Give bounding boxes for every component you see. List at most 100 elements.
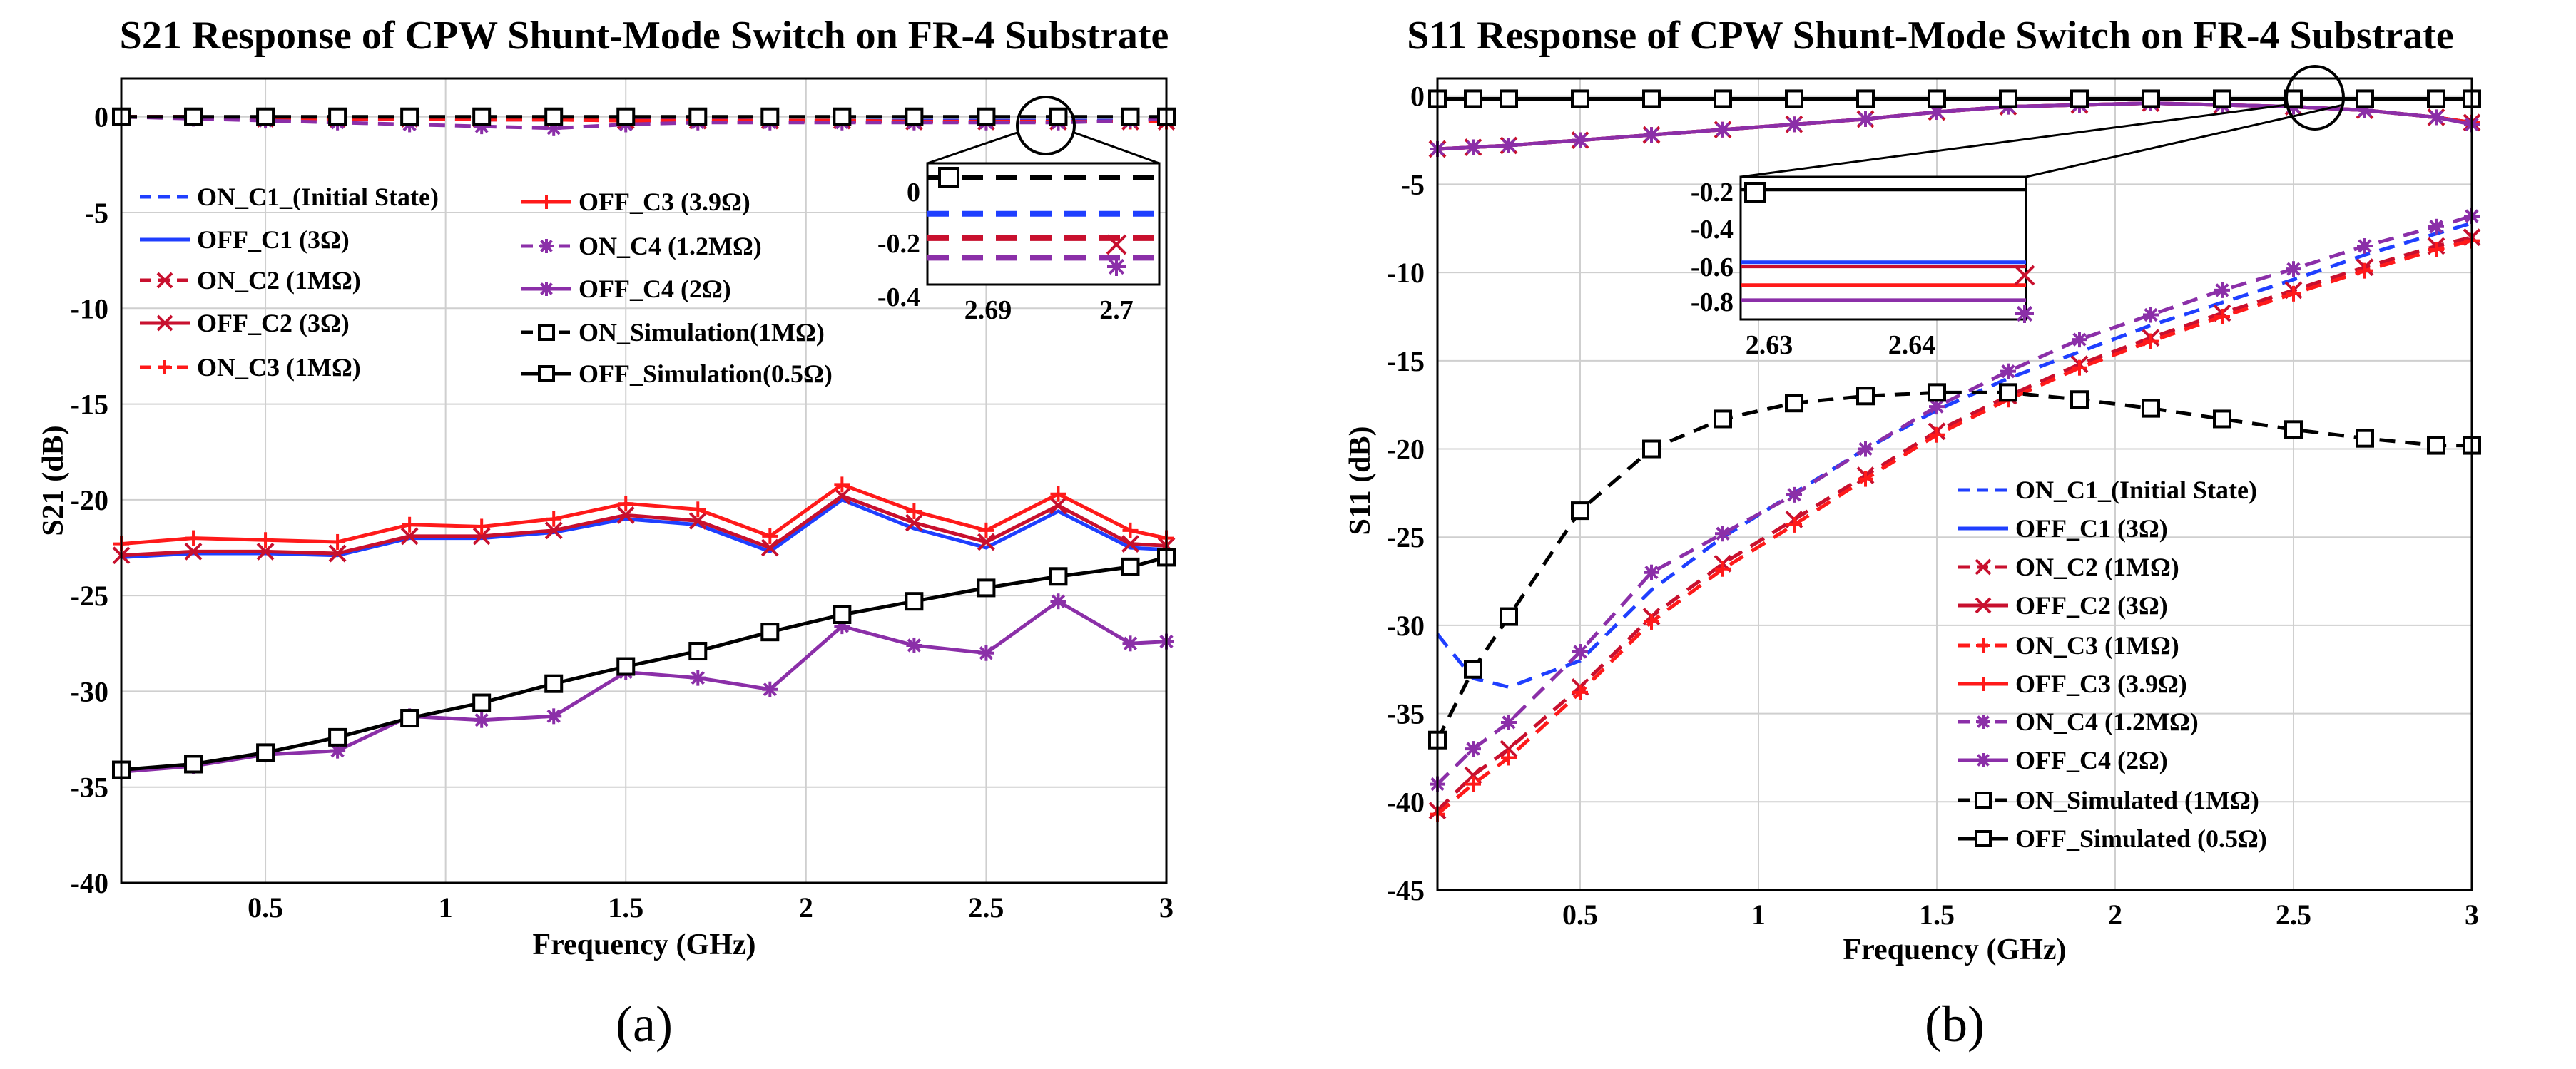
data-point [2357, 262, 2373, 279]
legend-label: OFF_C1 (3Ω) [197, 225, 350, 254]
legend-label: OFF_C2 (3Ω) [2015, 591, 2168, 620]
legend-entry: OFF_C2 (3Ω) [1958, 591, 2168, 620]
legend-entry: OFF_C1 (3Ω) [1958, 514, 2168, 543]
x-tick-label: 1.5 [608, 891, 643, 924]
x-tick-label: 1.5 [1919, 899, 1955, 931]
legend-label: ON_C1_(Initial State) [197, 183, 439, 211]
data-point [2427, 436, 2445, 455]
data-point [1050, 486, 1066, 502]
data-point [618, 496, 634, 512]
legend-label: ON_Simulation(1MΩ) [579, 318, 825, 347]
panel-b-s11: S11 Response of CPW Shunt-Mode Switch on… [1344, 14, 2481, 1053]
legend-marker [1976, 677, 1990, 691]
y-tick-label: -20 [71, 484, 108, 516]
data-point [1500, 89, 1518, 108]
panel-b-plot-frame [1436, 77, 2473, 891]
legend-entry: OFF_C4 (2Ω) [1958, 746, 2168, 774]
legend-marker [1976, 715, 1990, 729]
data-point [978, 645, 994, 661]
panel-a-legend: ON_C1_(Initial State) OFF_C1 (3Ω) ON_C2 (1… [140, 183, 833, 388]
inset-y-tick: -0.2 [1691, 178, 1734, 208]
panel-b-title: S11 Response of CPW Shunt-Mode Switch on… [1407, 14, 2454, 58]
zoom-circle [1016, 96, 1076, 155]
legend-label: ON_C2 (1MΩ) [2015, 553, 2179, 581]
data-point [544, 674, 564, 693]
series-4 [112, 487, 1176, 565]
y-tick-label: -30 [1387, 610, 1425, 642]
data-point [2070, 390, 2089, 409]
legend-label: OFF_C3 (3.9Ω) [579, 188, 750, 216]
data-point [905, 513, 923, 532]
data-point [1644, 564, 1659, 580]
x-tick-label: 0.5 [1562, 899, 1598, 931]
panel-b-caption: (b) [1925, 996, 1985, 1053]
y-tick-label: -40 [1387, 786, 1425, 818]
data-point [688, 511, 707, 530]
data-point [2072, 359, 2087, 376]
legend-label: ON_C3 (1MΩ) [2015, 631, 2179, 660]
series-line [121, 115, 1167, 131]
x-tick-label: 2 [799, 891, 813, 924]
panel-b-ylabel: S11 (dB) [1344, 426, 1377, 536]
panel-a-ylabel: S21 (dB) [37, 425, 70, 536]
data-point [1642, 89, 1661, 108]
data-point [544, 521, 563, 540]
panel-a-ticks: 0.5 1 1.5 2 2.5 3 0 -5 -10 -15 -20 -25 -30 -35 -40 [71, 101, 1174, 924]
data-point [1785, 394, 1803, 413]
x-tick-label: 2.5 [2276, 899, 2311, 931]
inset-marker [2015, 305, 2034, 323]
data-point [2428, 241, 2444, 257]
data-point [1465, 139, 1481, 155]
legend-marker [1975, 558, 1992, 576]
data-point [256, 107, 275, 126]
data-point [2356, 429, 2374, 448]
inset-marker [1744, 182, 1766, 203]
data-point [1571, 89, 1589, 108]
series-9 [1428, 383, 2481, 750]
data-point [474, 518, 490, 535]
inset-x-tick: 2.69 [964, 295, 1012, 325]
inset-y-tick: -0.4 [1691, 215, 1734, 245]
data-point [1644, 613, 1659, 630]
legend-label: OFF_C1 (3Ω) [2015, 514, 2168, 543]
legend-label: OFF_Simulation(0.5Ω) [579, 359, 833, 388]
series-line [121, 599, 1167, 774]
panel-a-plot-frame [120, 77, 1168, 884]
data-point [1714, 89, 1732, 108]
legend-marker [538, 324, 555, 341]
legend-label: OFF_Simulated (0.5Ω) [2015, 824, 2267, 853]
legend-entry: ON_C2 (1MΩ) [140, 266, 361, 295]
zoom-circle [2285, 65, 2345, 131]
series-line [121, 498, 1167, 559]
legend-marker [1975, 597, 1992, 614]
data-point [1122, 635, 1139, 652]
data-point [2213, 89, 2231, 108]
legend-label: OFF_C2 (3Ω) [197, 309, 350, 337]
data-point [1572, 684, 1588, 700]
data-point [472, 693, 492, 712]
data-point [1929, 426, 1945, 443]
data-point [2428, 109, 2444, 126]
data-point [402, 516, 418, 533]
data-point [1501, 714, 1517, 730]
legend-label: OFF_C4 (2Ω) [2015, 746, 2168, 774]
series-7 [1430, 208, 2480, 792]
panel-b-series [1428, 89, 2481, 822]
panel-b-inset: -0.2 -0.4 -0.6 -0.8 2.63 2.64 [1691, 65, 2345, 360]
legend-marker [156, 272, 173, 289]
panel-a-title: S21 Response of CPW Shunt-Mode Switch on… [120, 14, 1169, 58]
data-point [1121, 535, 1139, 553]
data-point [1049, 567, 1068, 586]
data-point [906, 503, 922, 519]
data-point [833, 487, 851, 505]
data-point [2142, 399, 2160, 418]
data-point [906, 637, 922, 653]
legend-entry: ON_Simulated (1MΩ) [1958, 786, 2259, 814]
y-tick-label: -25 [1387, 521, 1425, 553]
data-point [2356, 89, 2374, 108]
data-point [1715, 121, 1731, 138]
data-point [978, 522, 994, 538]
series-line [1435, 390, 2472, 741]
y-tick-label: -5 [1401, 168, 1425, 200]
series-line [121, 556, 1167, 772]
